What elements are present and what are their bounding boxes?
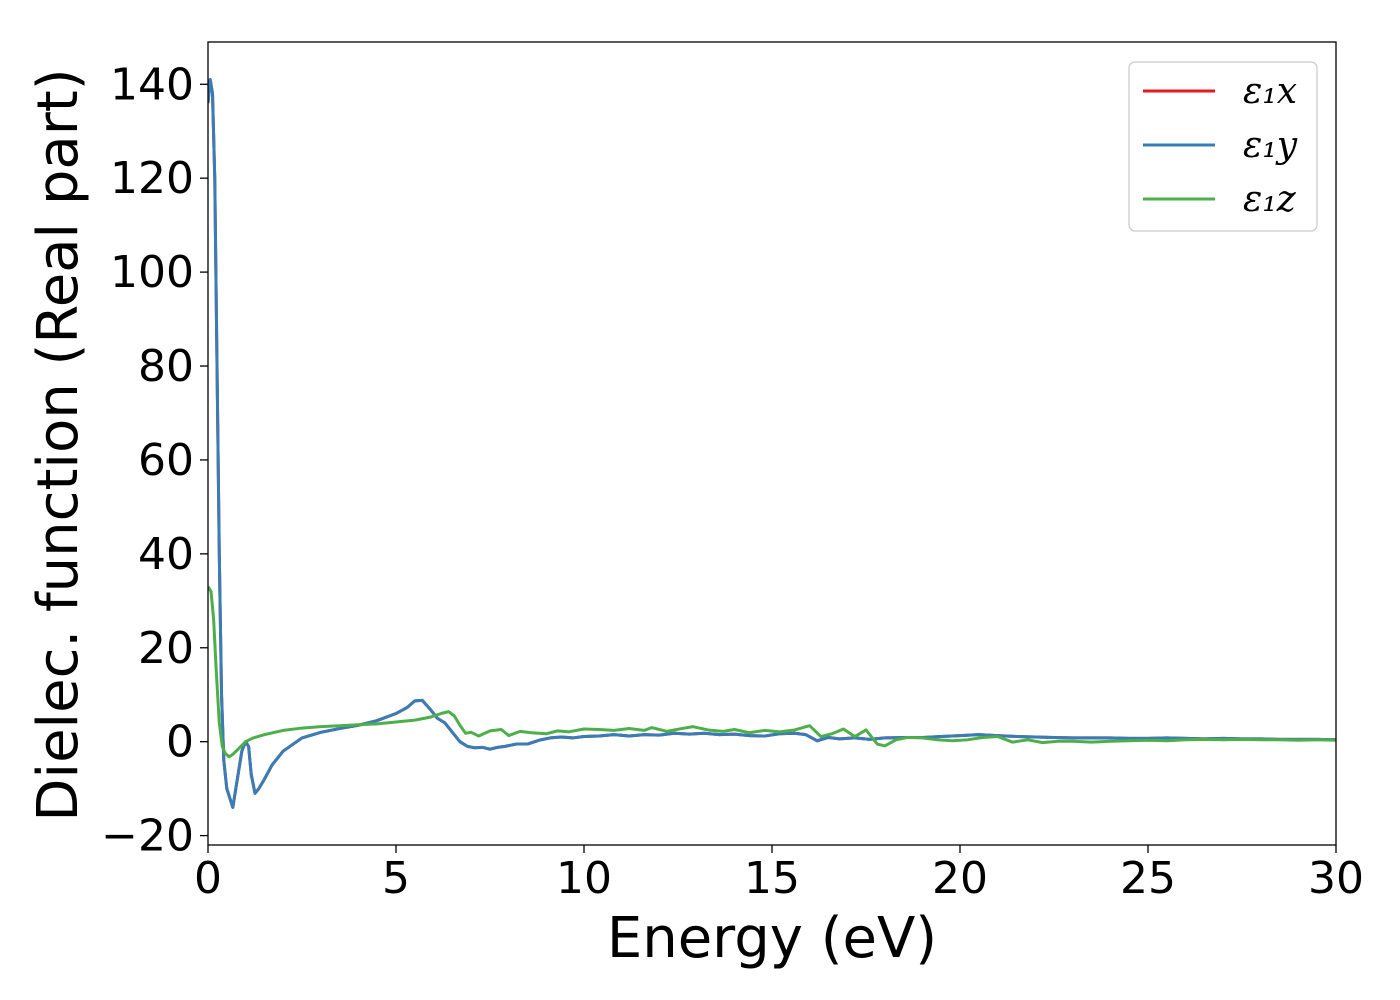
y-tick-label: 20 — [138, 623, 194, 674]
x-tick-label: 30 — [1308, 853, 1364, 904]
legend-label-1: ε₁x — [1243, 71, 1297, 112]
legend-entries: ε₁x ε₁y ε₁z — [1143, 71, 1298, 220]
series-layer — [208, 78, 1336, 809]
y-tick-label: 0 — [166, 717, 194, 768]
y-tick-label: 100 — [110, 247, 194, 298]
x-tick-label: 5 — [382, 853, 410, 904]
y-tick-label: 40 — [138, 529, 194, 580]
x-tick-label: 0 — [194, 853, 222, 904]
y-tick-label: 60 — [138, 435, 194, 486]
legend-label-3: ε₁z — [1243, 179, 1297, 220]
legend-box — [1128, 61, 1318, 232]
x-tick-label: 15 — [744, 853, 800, 904]
y-axis-label: Dielec. function (Real part) — [26, 68, 91, 821]
y-tick-label: −20 — [101, 811, 194, 862]
y-tick-label: 80 — [138, 341, 194, 392]
x-tick-label: 10 — [556, 853, 612, 904]
x-tick-label: 25 — [1120, 853, 1176, 904]
y-tick-label: 120 — [110, 153, 194, 204]
series-line-2 — [208, 78, 1336, 809]
series-line-3 — [208, 585, 1336, 759]
y-tick-label: 140 — [110, 59, 194, 110]
legend: ε₁x ε₁y ε₁z — [1128, 61, 1318, 232]
x-axis-label: Energy (eV) — [607, 906, 937, 971]
x-tick-label: 20 — [932, 853, 988, 904]
legend-label-2: ε₁y — [1243, 125, 1298, 166]
